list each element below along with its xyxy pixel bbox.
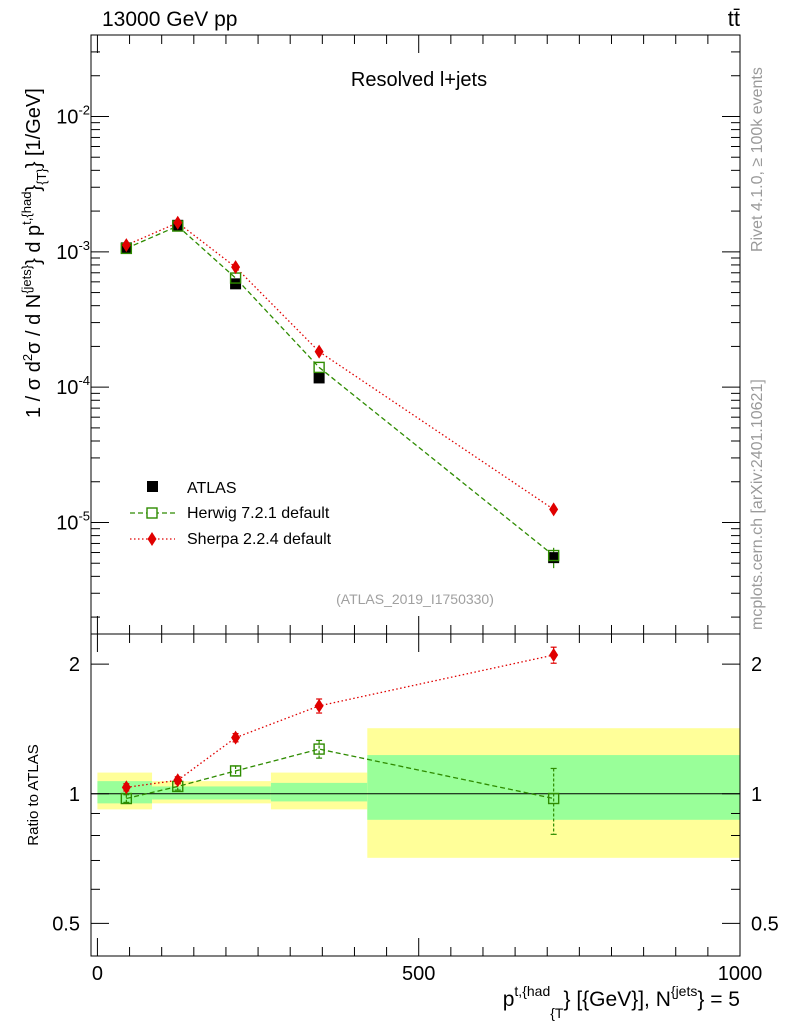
ratio-y-axis-label: Ratio to ATLAS [25, 744, 42, 845]
ylabel-part-post: } [1/GeV] [23, 88, 45, 168]
main-plot-title: Resolved l+jets [351, 69, 487, 91]
main-y-tick-label-base: 10 [56, 242, 78, 264]
main-y-tick-label: 10-4 [56, 373, 90, 399]
atlas-point [313, 372, 325, 384]
sherpa-point [549, 502, 559, 517]
ratio-y-tick-label-right: 1 [751, 784, 762, 806]
ratio-x-tick-label: 500 [402, 963, 435, 985]
legend-herwig-marker [146, 507, 158, 519]
xlabel-part-sub: {T [550, 1005, 564, 1021]
sherpa-point [231, 260, 241, 275]
main-y-tick-label-exp: -4 [78, 373, 90, 388]
main-panel: Resolved l+jets (ATLAS_2019_I1750330) 10… [19, 34, 741, 635]
legend-herwig-label: Herwig 7.2.1 default [187, 505, 330, 522]
analysis-tag: (ATLAS_2019_I1750330) [336, 591, 494, 607]
legend-atlas-label: ATLAS [187, 480, 237, 497]
ratio-sherpa-point [121, 780, 131, 795]
main-y-tick-label-exp: -3 [78, 238, 90, 253]
x-axis-label: pt,{had{T} [{GeV}], N{jets} = 5 [503, 983, 740, 1021]
ratio-x-tick-label: 1000 [718, 963, 763, 985]
ylabel-part-sup1: {jets} [19, 264, 34, 294]
legend-sherpa-marker [147, 532, 157, 546]
ratio-bands-layer [97, 728, 740, 858]
main-y-tick-label: 10-5 [56, 508, 90, 534]
main-y-tick-label: 10-3 [56, 238, 90, 264]
ylabel-part-mid2: } d p [23, 225, 45, 265]
ylabel-part-sq: 2 [20, 354, 35, 361]
ratio-series-layer [120, 646, 560, 835]
atlas-point [230, 278, 242, 290]
ratio-sherpa-point [549, 648, 559, 663]
ratio-sherpa-point [314, 698, 324, 713]
ratio-y-tick-label-left: 2 [69, 654, 80, 676]
legend-atlas-marker [147, 481, 158, 492]
main-x-axis [96, 35, 741, 634]
xlabel-part-sup2: {jets [671, 983, 697, 999]
xlabel-part-mid: } [{GeV}], N [563, 988, 670, 1011]
herwig-point [547, 549, 560, 562]
header-process-label: tt̄ [728, 6, 740, 31]
main-y-axis-label: 1 / σ d2σ / d N{jets}} d pt,{had}{T}} [1… [19, 88, 49, 418]
main-y-axis [91, 34, 740, 618]
legend-sherpa-label: Sherpa 2.2.4 default [187, 531, 332, 548]
ratio-panel: 0.5 0.5 1 1 2 2 0 500 1000 Ratio to ATLAS pt,{h… [25, 633, 779, 1021]
ratio-sherpa-point [231, 730, 241, 745]
ratio-band-green [152, 786, 271, 800]
rivet-version-label: Rivet 4.1.0, ≥ 100k events [749, 67, 766, 252]
atlas-point [548, 552, 560, 564]
mcplots-label: mcplots.cern.ch [arXiv:2401.10621] [749, 379, 766, 630]
sherpa-point [173, 215, 183, 230]
ratio-x-axis: 0 500 1000 [92, 634, 762, 985]
xlabel-part-end: } = 5 [697, 988, 740, 1011]
ylabel-part-pre: 1 / σ d [23, 361, 45, 418]
main-y-tick-label-exp: -5 [78, 508, 90, 523]
ratio-y-tick-label-left: 0.5 [52, 913, 80, 935]
ratio-sherpa-line [126, 654, 554, 788]
ratio-herwig-line [126, 748, 554, 800]
header-energy-label: 13000 GeV pp [102, 8, 237, 31]
main-y-tick-label-base: 10 [56, 106, 78, 128]
ylabel-part-sup2: t,{had [19, 192, 34, 225]
sherpa-point [121, 238, 131, 253]
ratio-sherpa-point [173, 773, 183, 788]
main-y-tick-label-exp: -2 [78, 102, 90, 117]
herwig-point [313, 361, 325, 374]
main-y-tick-labels: 10-510-410-310-2 [56, 102, 90, 534]
main-series-layer [120, 215, 560, 569]
xlabel-part-p: p [503, 988, 515, 1011]
main-y-tick-label-base: 10 [56, 377, 78, 399]
sherpa-point [314, 344, 324, 359]
herwig-line [126, 225, 555, 557]
main-y-tick-label: 10-2 [56, 102, 90, 128]
ratio-x-tick-label: 0 [92, 963, 103, 985]
ratio-y-tick-label-right: 2 [751, 654, 762, 676]
ratio-herwig-point [229, 765, 242, 777]
ratio-y-axis: 0.5 0.5 1 1 2 2 [52, 654, 779, 935]
ylabel-part-sub: {T} [34, 168, 49, 185]
main-y-tick-label-base: 10 [56, 512, 78, 534]
ratio-band-green [97, 781, 153, 804]
sherpa-line [126, 221, 555, 510]
ylabel-part-mid3: } [23, 185, 45, 192]
ratio-y-tick-label-left: 1 [69, 784, 80, 806]
legend: ATLAS Herwig 7.2.1 default Sherpa 2.2.4 … [130, 480, 332, 548]
ylabel-part-mid: σ / d N [23, 294, 45, 354]
ratio-herwig-point [313, 743, 325, 755]
ratio-panel-frame [90, 633, 741, 957]
ratio-y-tick-label-right: 0.5 [751, 913, 779, 935]
ratio-band-green [270, 782, 368, 802]
xlabel-part-sup1: t,{had [514, 983, 550, 999]
ratio-herwig-point [547, 792, 560, 805]
